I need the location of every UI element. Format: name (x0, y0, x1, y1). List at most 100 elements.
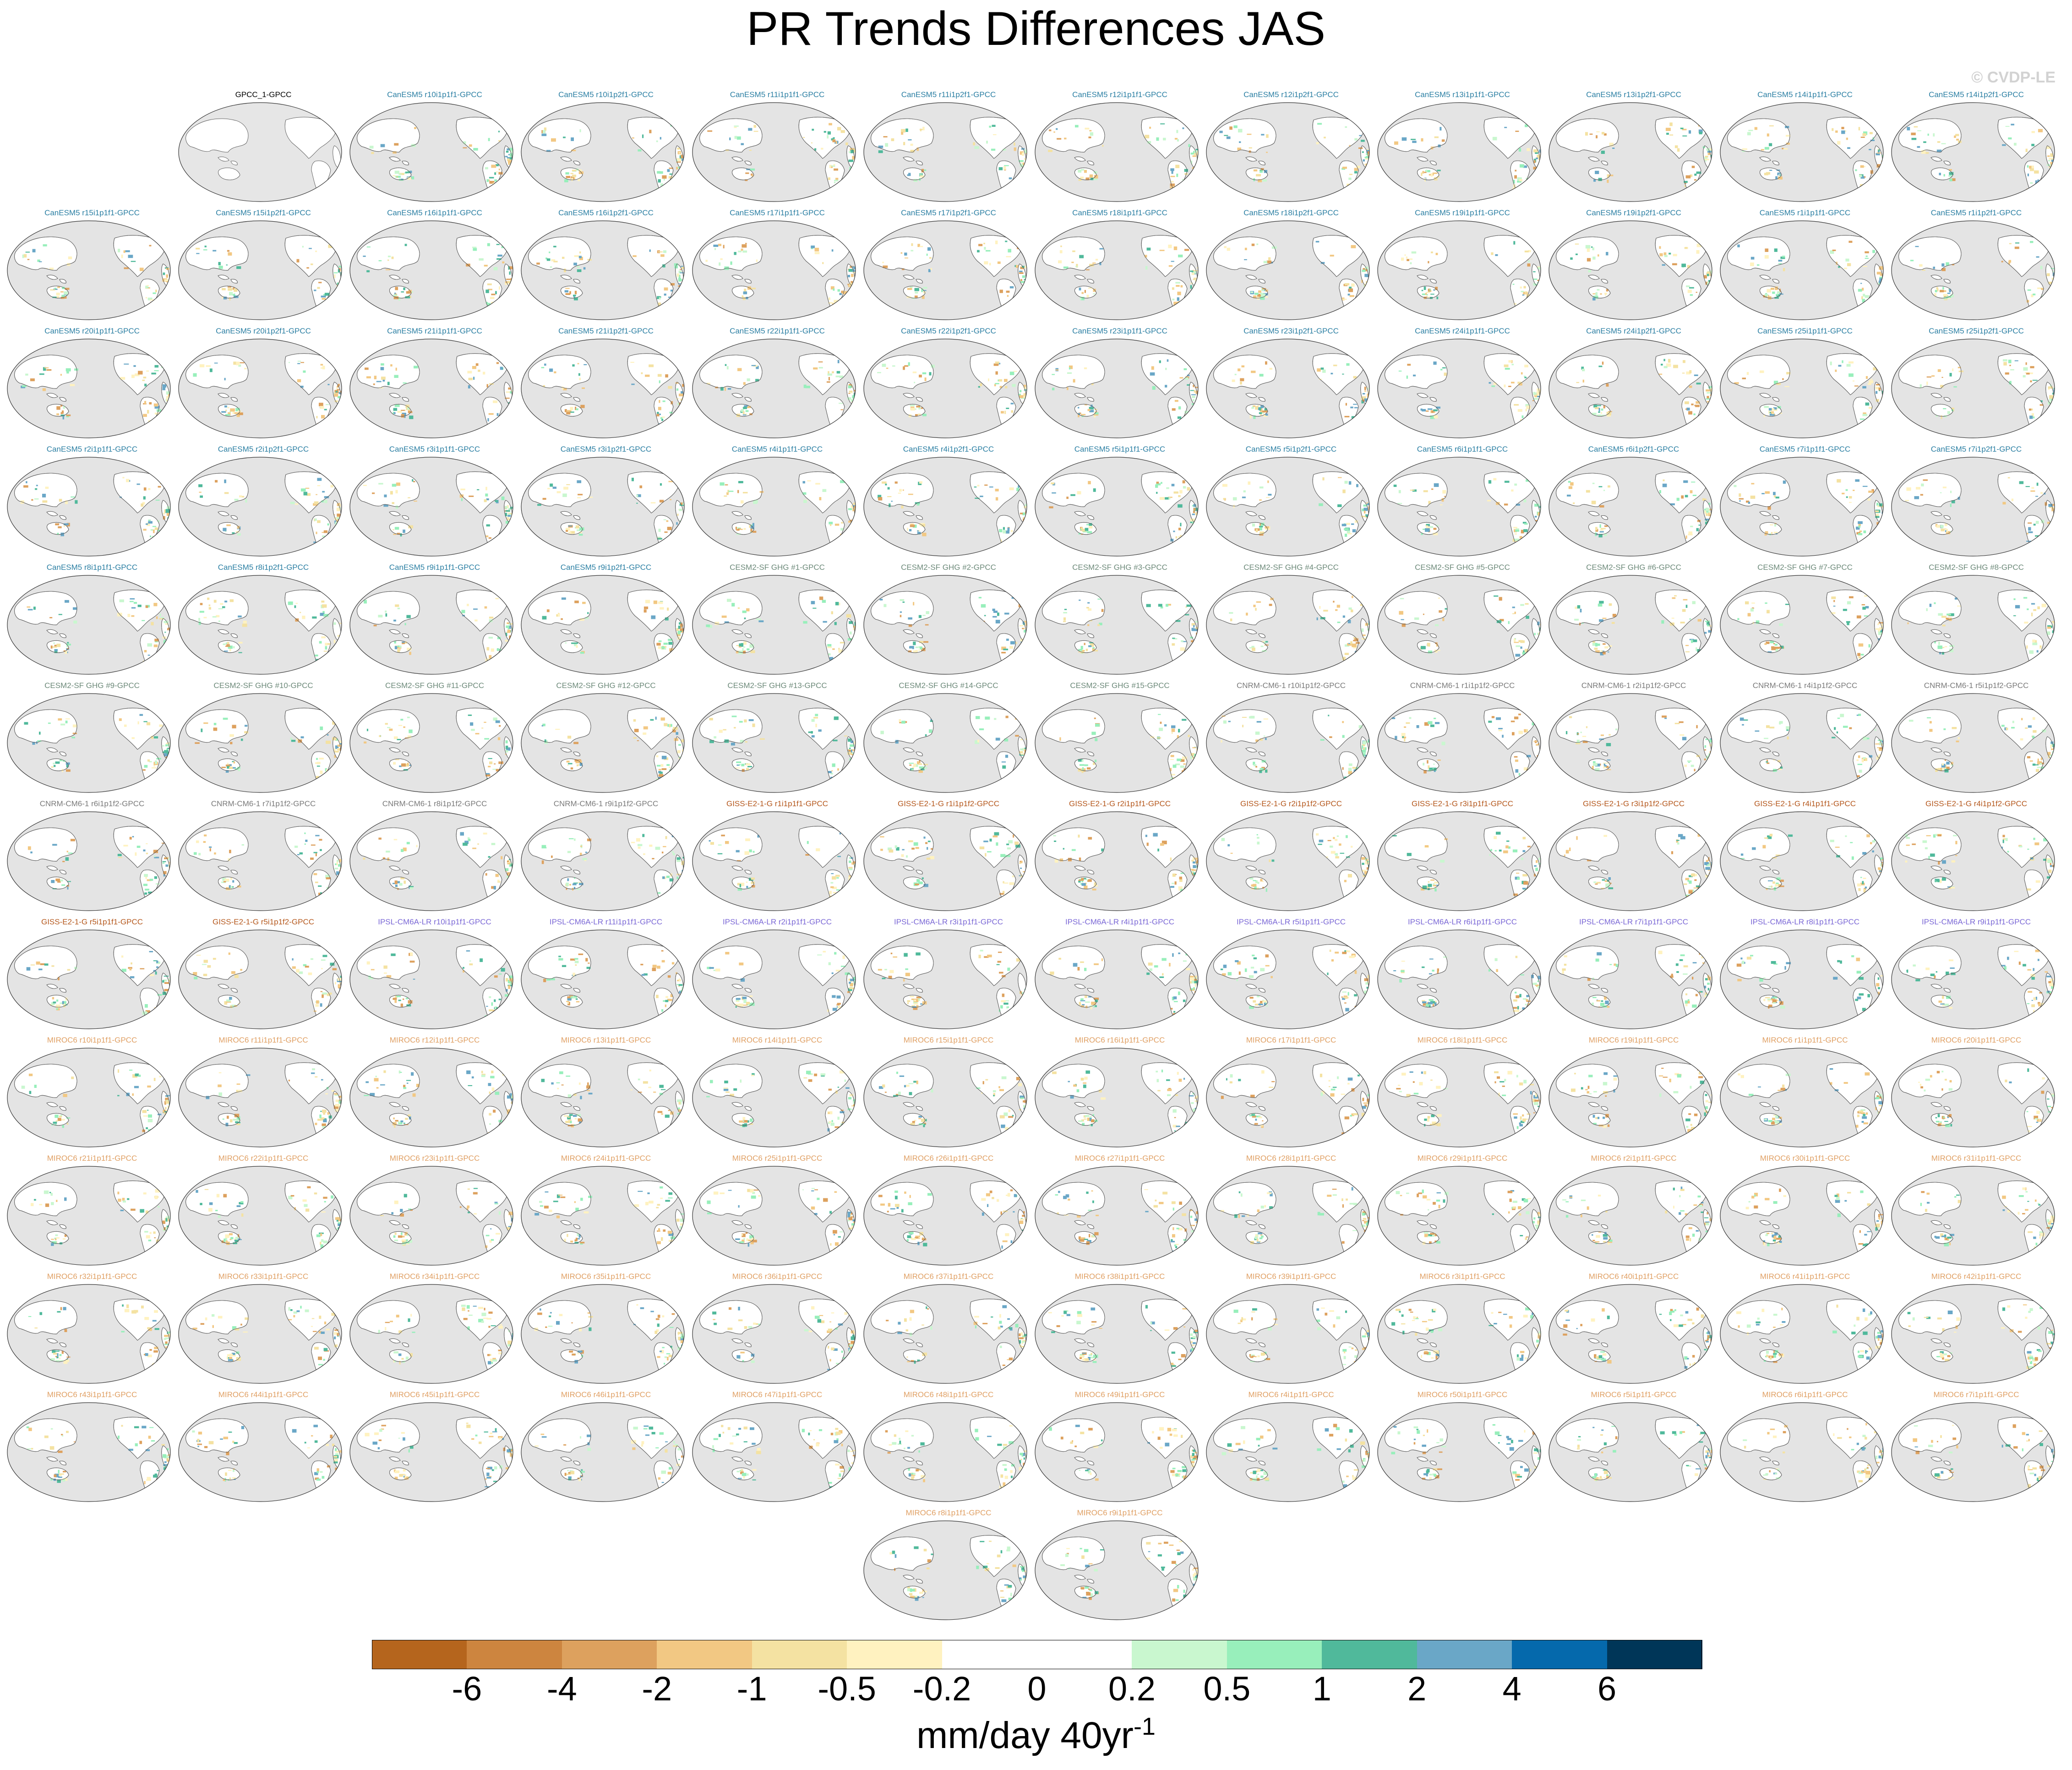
trend-cell (213, 727, 218, 731)
trend-cell (1247, 133, 1252, 135)
coastline (1189, 382, 1198, 404)
trend-cell (1520, 419, 1522, 422)
trend-cell (899, 489, 902, 492)
trend-cell (1406, 257, 1408, 259)
map (863, 693, 1027, 793)
trend-cell (1533, 271, 1536, 273)
trend-cell (1865, 402, 1870, 406)
trend-cell (554, 371, 556, 373)
trend-cell (1261, 293, 1265, 296)
trend-cell (227, 250, 230, 252)
trend-cell (1515, 654, 1521, 657)
trend-cell (1319, 378, 1322, 380)
trend-cell (835, 141, 837, 144)
trend-cell (459, 494, 463, 498)
trend-cell (851, 752, 854, 754)
trend-cell (150, 535, 152, 537)
trend-cell (986, 141, 988, 144)
trend-cell (493, 717, 497, 721)
trend-cell (812, 607, 817, 609)
trend-cell (570, 407, 573, 410)
trend-cell (363, 256, 366, 257)
trend-cell (1786, 135, 1791, 137)
coastline (389, 286, 412, 299)
trend-cell (578, 178, 580, 181)
trend-cell (1348, 607, 1352, 610)
trend-cell (907, 288, 912, 290)
trend-cell (1751, 483, 1755, 485)
trend-cell (507, 148, 510, 151)
trend-cell (39, 732, 41, 735)
coastline (1943, 161, 1951, 165)
trend-cell (1080, 646, 1083, 650)
trend-cell (297, 363, 300, 364)
trend-cell (677, 636, 681, 640)
trend-cell (975, 497, 980, 499)
trend-cell (658, 251, 663, 253)
trend-cell (1088, 481, 1091, 485)
trend-cell (2009, 243, 2012, 245)
trend-cell (1089, 410, 1094, 413)
trend-cell (400, 719, 403, 721)
trend-cell (229, 766, 233, 769)
map-border (1377, 575, 1541, 675)
trend-cell (1699, 179, 1703, 180)
coastline (14, 591, 77, 625)
trend-cell (1411, 251, 1417, 254)
trend-cell (118, 249, 120, 252)
coastline (1601, 397, 1608, 402)
trend-cell (658, 302, 661, 306)
trend-cell (1504, 384, 1506, 388)
coastline (46, 274, 58, 280)
trend-cell (1878, 631, 1882, 635)
trend-cell (1264, 410, 1268, 413)
trend-cell (1353, 639, 1355, 641)
trend-cell (1064, 609, 1067, 610)
trend-cell (1165, 385, 1167, 388)
trend-cell (511, 518, 513, 520)
trend-cell (660, 483, 662, 486)
trend-cell (133, 602, 137, 604)
trend-cell (499, 286, 501, 290)
trend-cell (1879, 627, 1883, 631)
trend-cell (325, 643, 327, 646)
trend-cell (2040, 400, 2043, 403)
trend-cell (495, 164, 499, 166)
trend-cell (381, 363, 384, 366)
trend-cell (847, 275, 850, 278)
trend-cell (471, 729, 475, 731)
trend-cell (1195, 621, 1198, 623)
trend-cell (1689, 287, 1694, 289)
coastline (846, 145, 855, 168)
trend-cell (572, 364, 575, 367)
trend-cell (834, 716, 839, 720)
trend-cell (726, 492, 729, 495)
trend-cell (997, 261, 1001, 264)
trend-cell (1093, 289, 1096, 292)
trend-cell (1907, 127, 1910, 131)
trend-cell (988, 378, 989, 382)
trend-cell (62, 415, 65, 420)
trend-cell (510, 391, 512, 394)
trend-cell (1352, 643, 1357, 647)
trend-cell (1269, 604, 1272, 606)
trend-cell (338, 269, 340, 273)
coastline (389, 759, 412, 771)
trend-cell (1025, 622, 1027, 626)
trend-cell (1089, 263, 1094, 267)
trend-cell (1773, 407, 1777, 410)
trend-cell (23, 485, 28, 488)
trend-cell (658, 179, 661, 183)
trend-cell (1520, 164, 1524, 168)
trend-cell (878, 497, 883, 501)
trend-cell (1170, 175, 1175, 177)
map-panel: CanESM5 r16i1p1f1-GPCC (349, 208, 520, 324)
trend-cell (66, 769, 71, 772)
trend-cell (1598, 534, 1603, 538)
trend-cell (1855, 545, 1858, 548)
trend-cell (1439, 127, 1442, 131)
trend-cell (321, 367, 322, 369)
trend-cell (507, 519, 510, 520)
trend-cell (1858, 521, 1863, 524)
coastline (573, 279, 580, 284)
